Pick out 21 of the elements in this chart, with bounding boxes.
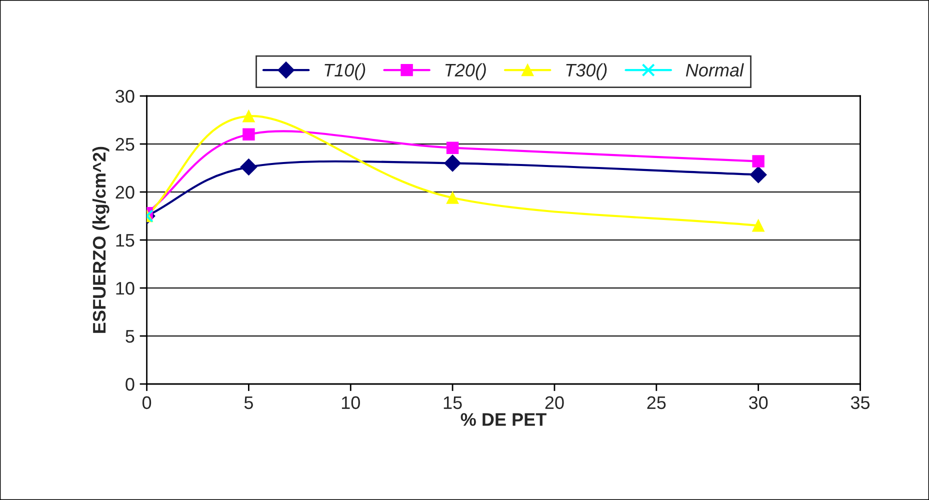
y-tick-label: 15	[116, 234, 134, 247]
x-axis-title: % DE PET	[460, 413, 546, 426]
legend-label: Normal	[686, 63, 744, 77]
x-tick-label: 5	[244, 396, 253, 410]
x-tick-label: 20	[545, 396, 564, 410]
y-tick-label: 10	[116, 282, 134, 295]
x-tick-label: 10	[342, 396, 360, 410]
x-tick-label: 15	[444, 396, 462, 410]
x-tick-label: 35	[850, 396, 870, 410]
x-tick-label: 30	[748, 396, 768, 410]
y-axis-title: ESFUERZO (kg/cm^2)	[92, 146, 110, 333]
y-tick-label: 30	[116, 90, 134, 103]
legend-label: T30()	[566, 63, 607, 80]
x-tick-label: 0	[142, 396, 152, 410]
legend-label: T20()	[445, 63, 486, 80]
legend-label: T10()	[324, 63, 366, 80]
y-tick-label: 25	[116, 138, 134, 151]
y-tick-label: 20	[116, 186, 134, 199]
y-tick-label: 0	[126, 378, 134, 391]
x-tick-label: 25	[647, 396, 666, 410]
y-tick-label: 5	[126, 330, 134, 343]
